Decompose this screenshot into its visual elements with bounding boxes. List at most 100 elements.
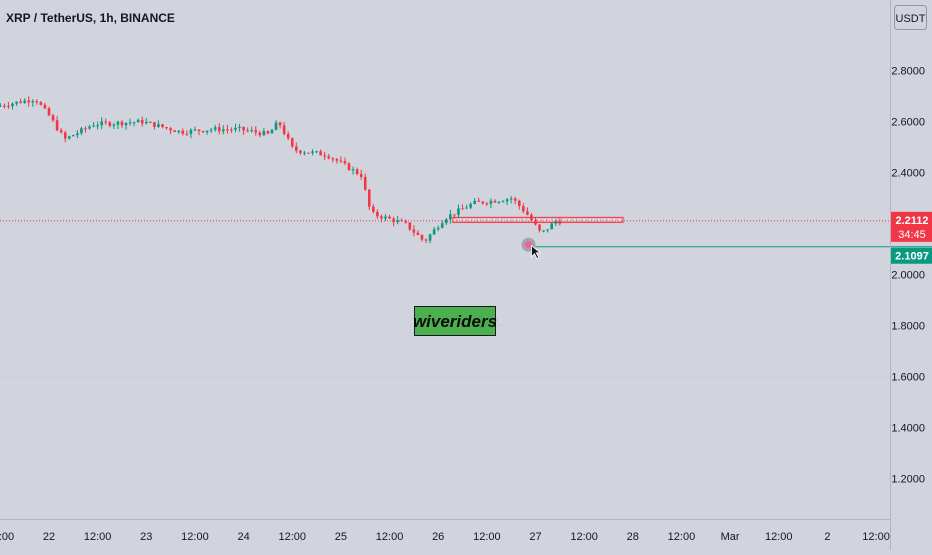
time-tick-label: 26 [432,531,444,543]
time-tick-label: 12:00 [376,531,404,543]
candle-body [7,106,10,108]
candle-body [347,163,351,171]
candle-body [222,129,225,132]
candle-body [542,230,545,232]
candle-body [250,130,254,132]
candle-body [538,224,541,231]
candle-body [145,121,148,124]
candle-body [526,211,529,215]
candle-body [47,108,51,116]
currency-box[interactable] [894,5,927,30]
candle-body [299,150,302,153]
candle-body [384,216,387,219]
candle-body [550,223,554,230]
time-tick-label: 12:00 [278,531,306,543]
price-tick-label: 2.8000 [891,66,925,78]
candle-body [372,206,375,212]
candle-body [509,198,513,200]
label-box[interactable] [414,306,496,336]
candle-body [11,103,14,107]
horizontal-lines [0,220,932,248]
candle-body [254,130,258,133]
time-tick-label: 27 [529,531,541,543]
candle-body [230,129,233,131]
candle-body [522,206,525,212]
time-tick-label: 28 [627,531,639,543]
candle-body [116,121,120,125]
candle-body [189,129,193,134]
candle-body [388,216,391,219]
currency-button[interactable]: USDT [894,5,927,30]
candle-body [31,101,35,103]
candle-body [226,129,229,131]
candle-body [359,173,363,177]
last-price-badge-bg [891,211,932,242]
candle-body [27,100,31,103]
label-text: wiveriders [413,312,497,331]
candle-body [335,159,339,161]
candle-body [205,130,209,133]
candle-body [286,133,290,139]
candle-body [43,104,47,109]
candles [0,96,562,244]
time-tick-label: 12:00 [473,531,501,543]
candle-body [274,122,278,131]
candle-body [185,133,189,135]
symbol-title[interactable]: XRP / TetherUS, 1h, BINANCE [6,11,175,25]
candle-body [380,216,383,219]
candle-body [242,126,245,131]
candle-body [404,220,408,223]
candle-body [311,151,314,153]
time-tick-label: 23 [140,531,152,543]
price-tick-label: 1.6000 [891,372,925,384]
price-tick-label: 2.0000 [891,270,925,282]
candle-body [140,119,144,124]
candle-body [424,239,428,241]
candle-body [55,120,59,131]
line-price-value: 2.1097 [895,251,929,263]
currency-label[interactable]: USDT [896,13,926,25]
candle-body [517,200,521,207]
price-tick-label: 1.2000 [891,474,925,486]
candle-body [295,146,298,151]
candle-body [396,220,399,223]
price-tick-label: 1.4000 [891,423,925,435]
last-price-value: 2.2112 [895,215,928,227]
candle-body [39,102,43,105]
candle-body [100,121,104,126]
candle-body [319,151,322,156]
candle-body [473,200,476,204]
candle-body [67,136,71,139]
candle-body [51,115,55,121]
candle-body [461,208,464,210]
candle-body [412,229,416,233]
candle-body [19,101,22,103]
time-tick-label: Mar [721,531,740,543]
candle-body [440,223,444,228]
candle-body [59,130,63,133]
candle-body [161,124,164,128]
time-tick-label: 24 [237,531,249,543]
candle-body [558,221,562,224]
candle-body [530,214,533,221]
candle-body [76,133,79,136]
candle-body [35,101,39,103]
candle-body [262,131,266,136]
candle-body [120,121,124,126]
time-tick-label: 12:00 [181,531,209,543]
watermark-label[interactable]: wiveriders [413,306,497,336]
candle-body [477,200,481,202]
time-tick-label: 12:00 [862,531,890,543]
candle-body [469,203,472,208]
candle-body [246,130,249,132]
candle-body [315,151,318,153]
candle-body [238,126,241,128]
time-tick-label: 22 [43,531,55,543]
price-axis[interactable]: 2.80002.60002.40002.20002.00001.80001.60… [891,66,925,486]
candle-body [355,169,359,174]
candle-body [177,130,181,133]
candle-body [465,207,468,209]
time-axis[interactable]: 12:00 22 12:00 23 12:00 24 12:00 25 12:00 26 12:00… [0,531,890,543]
